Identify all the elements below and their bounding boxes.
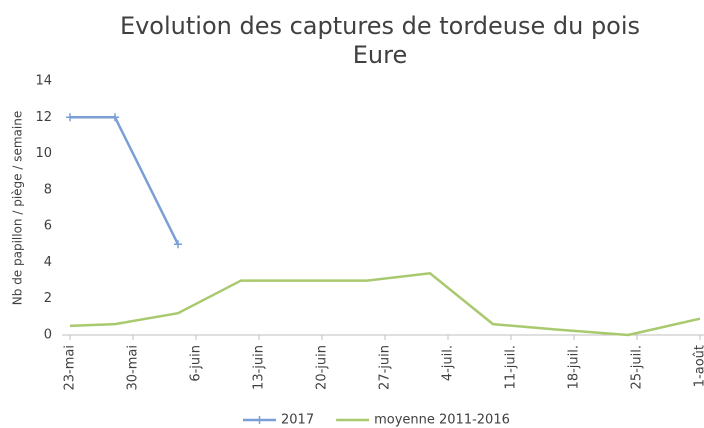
y-tick-label: 4 [44, 255, 52, 270]
y-tick-label: 12 [35, 110, 52, 125]
x-tick-label: 30-mai [126, 345, 141, 390]
x-tick-label: 23-mai [63, 345, 78, 390]
x-tick-label: 27-juin [378, 345, 393, 390]
point-marker [174, 240, 182, 249]
legend-label: moyenne 2011-2016 [374, 413, 510, 428]
y-tick-label: 8 [44, 182, 52, 197]
legend-marker [255, 416, 264, 424]
x-tick-label: 20-juin [315, 345, 330, 390]
y-tick-label: 6 [44, 219, 52, 234]
x-tick-label: 13-juin [252, 345, 267, 390]
x-tick-label: 6-juin [189, 345, 204, 382]
legend-label: 2017 [281, 413, 314, 428]
y-tick-label: 10 [35, 146, 52, 161]
x-tick-label: 25-juil. [630, 345, 645, 389]
y-axis-label: Nb de papillon / piège / semaine [11, 111, 25, 305]
point-marker [111, 113, 119, 122]
point-marker [66, 113, 74, 122]
x-tick-label: 1-août [693, 345, 704, 387]
y-tick-label: 14 [35, 74, 52, 89]
x-tick-label: 18-juil. [567, 345, 582, 389]
chart-subtitle: Eure [353, 41, 407, 69]
series-line [69, 272, 701, 337]
series-line [70, 116, 180, 245]
chart-title: Evolution des captures de tordeuse du po… [120, 12, 640, 40]
x-tick-label: 4-juil. [441, 345, 456, 381]
x-tick-label: 11-juil. [504, 345, 519, 389]
y-tick-label: 2 [44, 291, 52, 306]
y-tick-label: 0 [44, 328, 52, 343]
